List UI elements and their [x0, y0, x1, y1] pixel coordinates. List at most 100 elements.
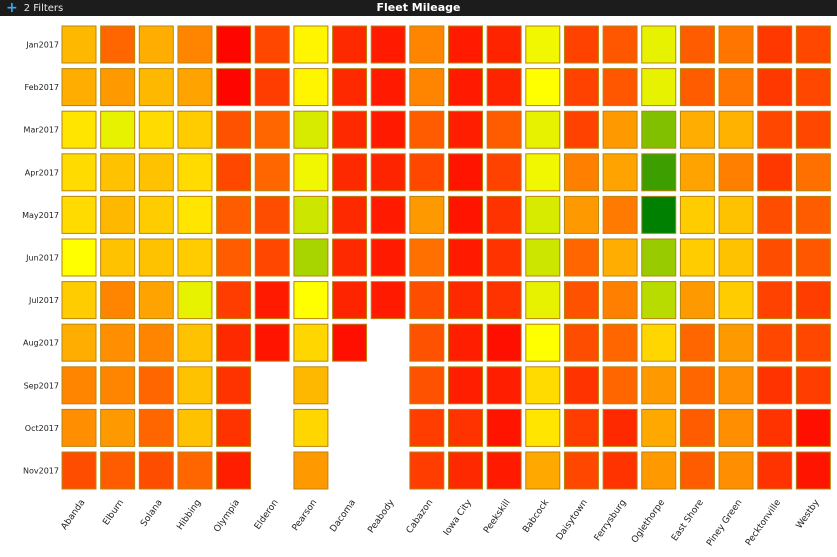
heatmap-cell[interactable] [254, 153, 290, 192]
heatmap-cell[interactable] [332, 323, 368, 362]
heatmap-cell[interactable] [61, 25, 97, 64]
heatmap-cell[interactable] [641, 451, 677, 490]
heatmap-cell[interactable] [100, 323, 136, 362]
heatmap-cell[interactable] [718, 366, 754, 405]
heatmap-cell[interactable] [216, 238, 252, 277]
heatmap-cell[interactable] [641, 153, 677, 192]
heatmap-cell[interactable] [177, 68, 213, 107]
heatmap-cell[interactable] [486, 408, 522, 447]
heatmap-cell[interactable] [409, 366, 445, 405]
heatmap-cell[interactable] [525, 323, 561, 362]
heatmap-cell[interactable] [563, 238, 599, 277]
heatmap-cell[interactable] [100, 68, 136, 107]
heatmap-cell[interactable] [254, 195, 290, 234]
heatmap-cell[interactable] [138, 281, 174, 320]
heatmap-cell[interactable] [795, 451, 831, 490]
heatmap-cell[interactable] [177, 110, 213, 149]
heatmap-cell[interactable] [409, 451, 445, 490]
heatmap-cell[interactable] [61, 366, 97, 405]
heatmap-cell[interactable] [177, 451, 213, 490]
heatmap-cell[interactable] [602, 408, 638, 447]
heatmap-cell[interactable] [757, 68, 793, 107]
heatmap-cell[interactable] [563, 195, 599, 234]
heatmap-cell[interactable] [293, 281, 329, 320]
heatmap-cell[interactable] [679, 451, 715, 490]
heatmap-cell[interactable] [563, 451, 599, 490]
heatmap-cell[interactable] [216, 110, 252, 149]
heatmap-cell[interactable] [679, 238, 715, 277]
heatmap-cell[interactable] [61, 68, 97, 107]
heatmap-cell[interactable] [216, 323, 252, 362]
heatmap-cell[interactable] [525, 68, 561, 107]
heatmap-cell[interactable] [486, 238, 522, 277]
heatmap-cell[interactable] [718, 195, 754, 234]
heatmap-cell[interactable] [216, 451, 252, 490]
heatmap-cell[interactable] [641, 110, 677, 149]
heatmap-cell[interactable] [448, 68, 483, 107]
heatmap-cell[interactable] [216, 281, 252, 320]
heatmap-cell[interactable] [718, 110, 754, 149]
heatmap-cell[interactable] [370, 195, 406, 234]
heatmap-cell[interactable] [718, 238, 754, 277]
heatmap-cell[interactable] [409, 281, 445, 320]
heatmap-cell[interactable] [138, 408, 174, 447]
heatmap-cell[interactable] [563, 153, 599, 192]
heatmap-cell[interactable] [525, 281, 561, 320]
heatmap-cell[interactable] [602, 366, 638, 405]
heatmap-cell[interactable] [602, 68, 638, 107]
heatmap-cell[interactable] [370, 68, 406, 107]
heatmap-cell[interactable] [795, 408, 831, 447]
heatmap-cell[interactable] [757, 238, 793, 277]
heatmap-cell[interactable] [795, 195, 831, 234]
heatmap-cell[interactable] [254, 25, 290, 64]
heatmap-cell[interactable] [177, 281, 213, 320]
heatmap-cell[interactable] [61, 153, 97, 192]
heatmap-cell[interactable] [757, 25, 793, 64]
heatmap-cell[interactable] [757, 110, 793, 149]
heatmap-cell[interactable] [525, 408, 561, 447]
heatmap-cell[interactable] [795, 153, 831, 192]
heatmap-cell[interactable] [138, 68, 174, 107]
heatmap-cell[interactable] [332, 25, 368, 64]
heatmap-cell[interactable] [254, 238, 290, 277]
heatmap-cell[interactable] [679, 195, 715, 234]
heatmap-cell[interactable] [138, 451, 174, 490]
heatmap-cell[interactable] [525, 238, 561, 277]
heatmap-cell[interactable] [370, 281, 406, 320]
heatmap-cell[interactable] [61, 110, 97, 149]
heatmap-cell[interactable] [641, 238, 677, 277]
heatmap-cell[interactable] [216, 25, 252, 64]
heatmap-cell[interactable] [100, 281, 136, 320]
heatmap-cell[interactable] [602, 153, 638, 192]
heatmap-cell[interactable] [679, 408, 715, 447]
heatmap-cell[interactable] [718, 451, 754, 490]
heatmap-cell[interactable] [602, 451, 638, 490]
heatmap-cell[interactable] [679, 110, 715, 149]
heatmap-cell[interactable] [679, 366, 715, 405]
heatmap-cell[interactable] [138, 195, 174, 234]
heatmap-cell[interactable] [409, 408, 445, 447]
heatmap-cell[interactable] [757, 323, 793, 362]
heatmap-cell[interactable] [602, 323, 638, 362]
heatmap-cell[interactable] [293, 110, 329, 149]
heatmap-cell[interactable] [100, 25, 136, 64]
heatmap-cell[interactable] [757, 195, 793, 234]
heatmap-cell[interactable] [563, 408, 599, 447]
heatmap-cell[interactable] [679, 25, 715, 64]
heatmap-cell[interactable] [409, 323, 445, 362]
heatmap-cell[interactable] [370, 25, 406, 64]
heatmap-cell[interactable] [293, 323, 329, 362]
heatmap-cell[interactable] [216, 408, 252, 447]
heatmap-cell[interactable] [100, 153, 136, 192]
heatmap-cell[interactable] [448, 408, 483, 447]
heatmap-cell[interactable] [602, 110, 638, 149]
heatmap-cell[interactable] [679, 68, 715, 107]
heatmap-cell[interactable] [293, 68, 329, 107]
heatmap-cell[interactable] [563, 25, 599, 64]
heatmap-cell[interactable] [138, 238, 174, 277]
heatmap-cell[interactable] [216, 195, 252, 234]
heatmap-cell[interactable] [138, 153, 174, 192]
heatmap-cell[interactable] [409, 238, 445, 277]
heatmap-cell[interactable] [216, 68, 252, 107]
heatmap-cell[interactable] [370, 153, 406, 192]
